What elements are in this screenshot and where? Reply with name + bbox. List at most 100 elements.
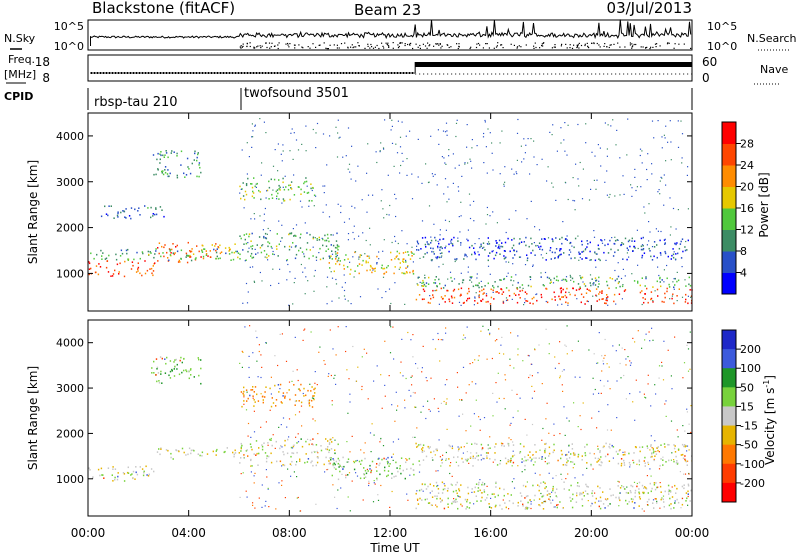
data-cell	[338, 463, 341, 466]
noise-search-dot	[357, 42, 359, 44]
data-cell	[277, 384, 280, 386]
scatter-cell	[411, 173, 413, 175]
data-cell	[565, 296, 568, 299]
data-cell	[538, 504, 540, 506]
data-cell	[467, 486, 469, 489]
scatter-cell	[659, 193, 661, 195]
data-cell	[475, 483, 478, 485]
data-cell	[284, 395, 286, 398]
data-cell	[530, 237, 532, 240]
scatter-cell	[652, 449, 654, 451]
scatter-cell	[261, 506, 263, 508]
data-cell	[209, 250, 211, 252]
data-cell	[152, 265, 154, 267]
date-title: 03/Jul/2013	[607, 0, 692, 17]
data-cell	[422, 285, 425, 287]
data-cell	[642, 492, 645, 495]
data-cell	[254, 401, 256, 403]
scatter-cell	[596, 427, 598, 429]
data-cell	[508, 289, 510, 292]
scatter-cell	[263, 220, 265, 222]
data-cell	[682, 457, 685, 460]
data-cell	[329, 267, 331, 269]
data-cell	[429, 446, 431, 448]
data-cell	[258, 447, 260, 449]
data-cell	[538, 498, 541, 500]
data-cell	[279, 447, 281, 450]
scatter-cell	[475, 292, 477, 294]
data-cell	[187, 254, 190, 257]
data-cell	[447, 506, 449, 508]
data-cell	[363, 473, 365, 475]
data-cell	[474, 300, 476, 302]
data-cell	[518, 243, 520, 245]
scatter-cell	[394, 235, 396, 238]
data-cell	[622, 258, 624, 260]
scatter-cell	[674, 500, 676, 502]
data-cell	[151, 367, 153, 369]
scatter-cell	[368, 480, 370, 482]
noise-search-dot	[554, 44, 556, 46]
scatter-cell	[624, 349, 626, 351]
data-cell	[578, 251, 580, 254]
noise-search-dot	[488, 47, 490, 49]
data-cell	[298, 388, 300, 390]
scatter-cell	[474, 297, 476, 299]
data-cell	[487, 282, 489, 285]
data-cell	[550, 258, 552, 260]
scatter-cell	[474, 296, 476, 298]
data-cell	[335, 255, 337, 258]
scatter-cell	[278, 426, 280, 428]
data-cell	[264, 452, 267, 454]
data-cell	[130, 207, 133, 209]
data-cell	[677, 448, 680, 451]
data-cell	[512, 502, 514, 505]
data-cell	[451, 296, 453, 299]
scatter-cell	[446, 134, 448, 136]
data-cell	[463, 301, 465, 304]
data-cell	[453, 456, 455, 459]
noise-search-dot	[635, 43, 637, 46]
scatter-cell	[607, 404, 609, 406]
data-cell	[95, 265, 98, 267]
scatter-cell	[476, 277, 478, 279]
scatter-cell	[630, 362, 632, 364]
data-cell	[644, 285, 646, 287]
data-cell	[510, 279, 512, 282]
scatter-cell	[347, 127, 350, 129]
scatter-cell	[309, 383, 311, 385]
scatter-cell	[673, 251, 675, 253]
scatter-cell	[511, 168, 513, 170]
scatter-cell	[372, 269, 374, 271]
scatter-cell	[509, 364, 511, 367]
data-cell	[667, 443, 669, 446]
data-cell	[383, 273, 385, 275]
scatter-cell	[547, 166, 549, 168]
data-cell	[489, 458, 491, 460]
data-cell	[199, 454, 201, 457]
data-cell	[526, 259, 529, 262]
noise-search-dot	[516, 46, 519, 48]
scatter-cell	[364, 442, 366, 444]
data-cell	[471, 488, 473, 490]
data-cell	[409, 271, 411, 274]
data-cell	[436, 505, 438, 508]
scatter-cell	[239, 362, 241, 364]
data-cell	[490, 507, 493, 509]
scatter-cell	[254, 507, 256, 509]
data-cell	[491, 250, 493, 253]
data-cell	[237, 256, 239, 259]
data-cell	[144, 272, 147, 275]
noise-search-dot	[608, 46, 610, 49]
noise-search-dot	[392, 47, 394, 49]
scatter-cell	[245, 409, 248, 411]
data-cell	[449, 445, 451, 448]
data-cell	[420, 488, 423, 491]
scatter-cell	[417, 499, 419, 501]
data-cell	[266, 457, 268, 460]
data-cell	[426, 251, 428, 254]
data-cell	[272, 402, 275, 404]
noise-search-dot	[510, 43, 512, 45]
data-cell	[684, 459, 687, 462]
data-cell	[135, 466, 137, 468]
